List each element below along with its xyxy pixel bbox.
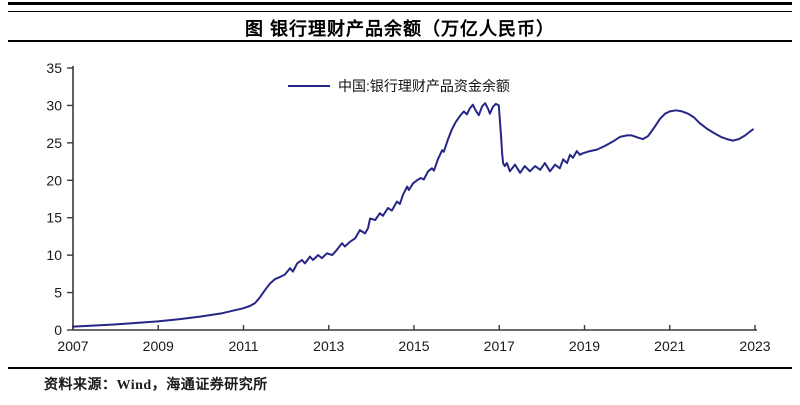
y-tick-label: 0: [54, 322, 62, 338]
x-tick-label: 2017: [484, 338, 515, 354]
y-tick-label: 30: [46, 97, 62, 113]
y-tick-label: 20: [46, 172, 62, 188]
title-bottom-rule: [8, 40, 792, 42]
legend-line-swatch: [288, 85, 330, 87]
x-tick-label: 2013: [313, 338, 344, 354]
x-tick-label: 2021: [654, 338, 685, 354]
x-tick-label: 2007: [57, 338, 88, 354]
chart-legend: 中国:银行理财产品资金余额: [288, 76, 510, 96]
x-tick-label: 2015: [398, 338, 429, 354]
y-tick-label: 25: [46, 135, 62, 151]
footer-rule: [8, 367, 792, 369]
y-tick-label: 15: [46, 210, 62, 226]
y-tick-label: 35: [46, 60, 62, 76]
top-border-thin-rule: [8, 11, 792, 13]
chart-title: 图 银行理财产品余额（万亿人民币）: [245, 19, 555, 39]
series-line: [72, 102, 754, 328]
top-border-thick-rule: [8, 2, 792, 5]
y-tick-label: 5: [54, 285, 62, 301]
x-tick-label: 2009: [143, 338, 174, 354]
legend-series-label: 中国:银行理财产品资金余额: [338, 78, 510, 94]
data-source-text: 资料来源：Wind，海通证券研究所: [44, 378, 268, 393]
y-tick-label: 10: [46, 247, 62, 263]
x-tick-label: 2023: [739, 338, 770, 354]
x-tick-label: 2019: [569, 338, 600, 354]
x-tick-label: 2011: [228, 338, 258, 354]
